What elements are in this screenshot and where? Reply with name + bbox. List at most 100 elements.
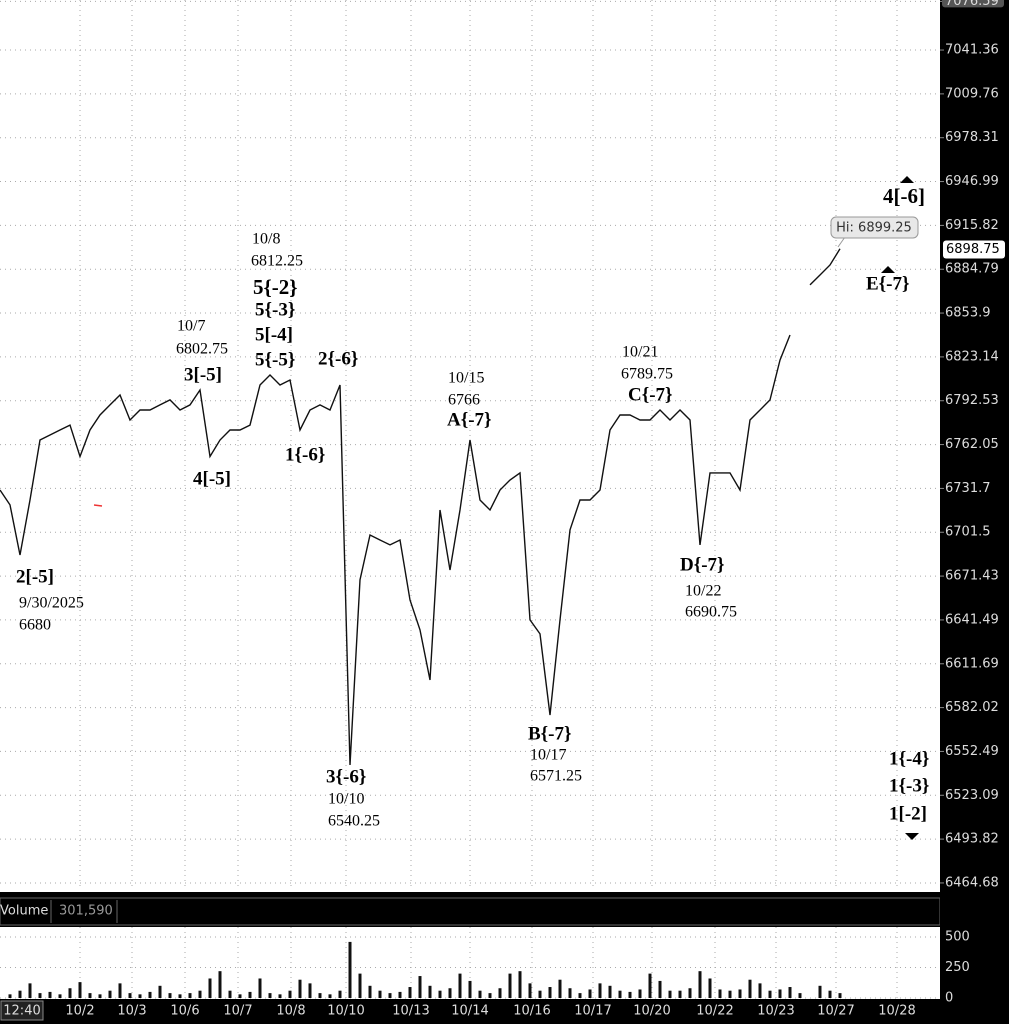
annotation: 6690.75 [685,604,737,621]
volume-bar [768,990,772,998]
volume-bar [748,979,752,998]
volume-bar [138,994,142,998]
volume-bar [658,980,662,998]
volume-bar [248,991,252,998]
y-tick-label: 0 [945,991,953,1006]
volume-bar [268,993,272,998]
volume-bar [128,993,132,998]
volume-bar [58,994,62,998]
volume-bar [358,973,362,998]
y-tick-label: 6792.53 [945,393,999,408]
volume-header [0,897,941,926]
y-tick-label: 6582.02 [945,700,999,715]
volume-bar [378,990,382,998]
volume-bar [418,976,422,998]
annotation: 10/10 [328,791,364,808]
volume-bar [238,994,242,998]
x-tick-label: 10/20 [633,1004,670,1019]
volume-bar [168,993,172,998]
annotation: 6540.25 [328,813,380,830]
y-tick-label: 6823.14 [945,349,999,364]
annotation: C{-7} [628,384,673,405]
volume-bar [328,994,332,998]
last-price-box [943,240,1005,259]
annotation: 3[-5] [184,364,222,385]
annotation: 1{-4} [889,748,929,769]
volume-bar [758,983,762,998]
y-tick-label: 6731.7 [945,481,991,496]
x-tick-label: 10/27 [817,1004,854,1019]
volume-bar [648,973,652,998]
volume-bar [8,994,12,998]
y-tick-label: 6493.82 [945,832,999,847]
volume-bar [148,991,152,998]
volume-bar [568,988,572,998]
x-tick-label: 10/17 [574,1004,611,1019]
volume-bar [548,987,552,998]
volume-bar [228,990,232,998]
y-tick-label: 7041.36 [945,43,999,58]
cursor-time: 12:40 [3,1004,40,1019]
volume-bar [588,989,592,998]
volume-bar [108,990,112,998]
volume-bar [488,993,492,998]
volume-bar [828,990,832,998]
y-tick-label: 6978.31 [945,130,999,145]
y-tick-label: 6884.79 [945,262,999,277]
price-line [0,248,841,766]
axis-bg [940,0,1009,1024]
annotation: B{-7} [528,723,571,744]
annotation: 3{-6} [326,766,366,787]
volume-bar [438,990,442,998]
annotation: 4[-6] [883,184,925,208]
annotation: 6789.75 [621,366,673,383]
volume-bar [728,990,732,998]
x-tick-label: 10/3 [117,1004,146,1019]
annotation: 5{-5} [255,349,295,370]
annotation: 10/8 [252,231,280,248]
arrow-up [900,176,914,183]
x-tick-label: 10/8 [276,1004,305,1019]
y-tick-label: 6701.5 [945,525,991,540]
volume-bar [838,993,842,998]
annotation: 4[-5] [193,468,231,489]
volume-bar [78,982,82,998]
volume-bar [788,987,792,998]
x-tick-label: 10/2 [65,1004,94,1019]
volume-bar [18,990,22,998]
volume-bar [68,988,72,998]
volume-bar [818,985,822,998]
hi-leader [837,236,846,248]
volume-bar [298,979,302,998]
y-tick-label: 6464.68 [945,875,999,890]
annotation: E{-7} [866,273,909,294]
volume-bar [208,978,212,998]
volume-bar [48,991,52,998]
volume-bar [628,991,632,998]
volume-bar [618,990,622,998]
volume-bar [278,994,282,998]
x-tick-label: 10/7 [223,1004,252,1019]
x-tick-label: 10/13 [392,1004,429,1019]
annotation: 2{-6} [318,348,358,369]
y-tick-label: 500 [945,930,970,945]
volume-bar [738,989,742,998]
volume-bar [718,989,722,998]
volume-bar [578,993,582,998]
volume-bar [538,990,542,998]
volume-bar [688,988,692,998]
x-axis-bg [0,999,1009,1024]
annotation: 1{-3} [889,775,929,796]
volume-bar [178,994,182,998]
volume-bar [478,990,482,998]
annotation: 5{-2} [253,275,298,299]
volume-bar [668,990,672,998]
volume-bar [118,983,122,998]
volume-bar [498,988,502,998]
y-tick-label: 6552.49 [945,744,999,759]
x-tick-label: 10/23 [757,1004,794,1019]
volume-title: Volume [0,904,48,919]
annotation: 1[-2] [889,803,927,824]
x-tick-label: 10/6 [170,1004,199,1019]
